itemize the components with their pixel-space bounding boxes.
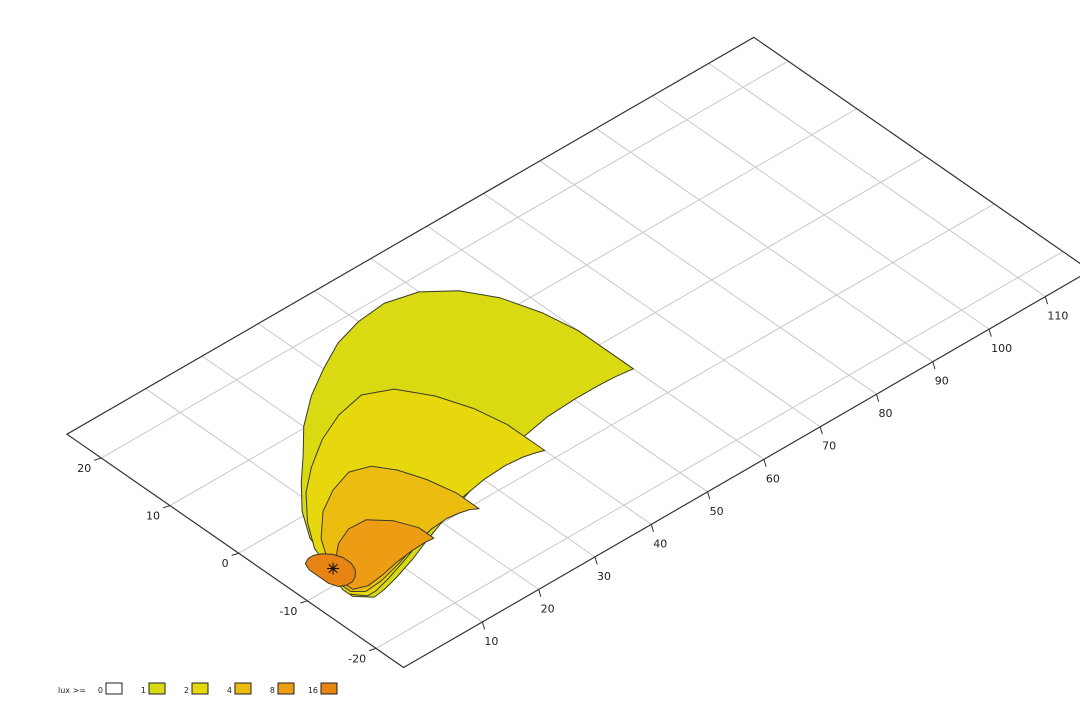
x-tick-label: 70 — [822, 440, 836, 453]
contour-region-16-lux — [304, 553, 356, 587]
y-tick-mark — [94, 457, 102, 461]
legend-label: 8 — [270, 686, 275, 695]
x-tick-mark — [876, 394, 880, 402]
y-tick-label: -10 — [279, 605, 297, 618]
legend-label: 1 — [141, 686, 146, 695]
legend-swatch — [277, 682, 295, 695]
grid-line-x — [483, 193, 821, 428]
x-tick-label: 20 — [541, 602, 555, 615]
legend-label: 0 — [98, 686, 103, 695]
x-tick-label: 100 — [991, 342, 1012, 355]
grid-line-x — [595, 128, 934, 363]
plot-border — [65, 36, 1080, 669]
y-tick-mark — [231, 552, 239, 556]
legend-title: lux >= — [58, 686, 86, 695]
x-tick-label: 80 — [878, 407, 892, 420]
luminaire-marker — [327, 562, 340, 575]
x-tick-label: 60 — [766, 472, 780, 485]
tick-layer: 10 20 30 40 50 60 70 80 90 100 110 -20 -10 0 10 20 — [77, 296, 1068, 665]
grid-line-x — [539, 160, 877, 395]
legend-swatch — [320, 682, 338, 695]
legend-swatch — [234, 682, 252, 695]
legend-swatch — [105, 682, 123, 695]
x-tick-mark — [763, 459, 767, 467]
y-tick-label: 10 — [146, 510, 160, 523]
x-tick-label: 30 — [597, 570, 611, 583]
x-tick-mark — [481, 621, 486, 630]
x-tick-mark — [932, 361, 936, 370]
grid-line-y — [101, 60, 789, 459]
plot-frame — [65, 36, 1080, 669]
x-tick-label: 40 — [653, 537, 667, 550]
luminaire-layer — [327, 562, 340, 575]
legend-swatch — [148, 682, 166, 695]
y-tick-label: 0 — [222, 557, 229, 570]
x-tick-mark — [819, 426, 823, 435]
y-tick-mark — [300, 600, 308, 604]
x-tick-mark — [538, 589, 542, 598]
legend: lux >= 0 1 2 4 8 16 — [58, 682, 338, 695]
grid-line-x — [708, 62, 1046, 298]
x-tick-label: 10 — [484, 635, 498, 648]
x-tick-mark — [1044, 296, 1049, 305]
y-tick-mark — [368, 647, 377, 652]
y-tick-label: 20 — [77, 462, 91, 475]
grid-line-x — [652, 95, 990, 330]
y-tick-label: -20 — [348, 652, 366, 665]
x-tick-mark — [594, 556, 598, 565]
contour-layer — [300, 290, 634, 598]
x-tick-label: 90 — [935, 375, 949, 388]
legend-label: 4 — [227, 686, 232, 695]
x-tick-label: 50 — [710, 505, 724, 518]
grid-line-y — [375, 251, 1064, 649]
x-tick-label: 110 — [1047, 310, 1068, 323]
legend-swatch — [191, 682, 209, 695]
legend-label: 2 — [184, 686, 189, 695]
legend-label: 16 — [308, 686, 318, 695]
x-tick-mark — [707, 491, 711, 500]
x-tick-mark — [988, 328, 992, 337]
x-tick-mark — [650, 524, 654, 532]
y-tick-mark — [162, 505, 171, 509]
